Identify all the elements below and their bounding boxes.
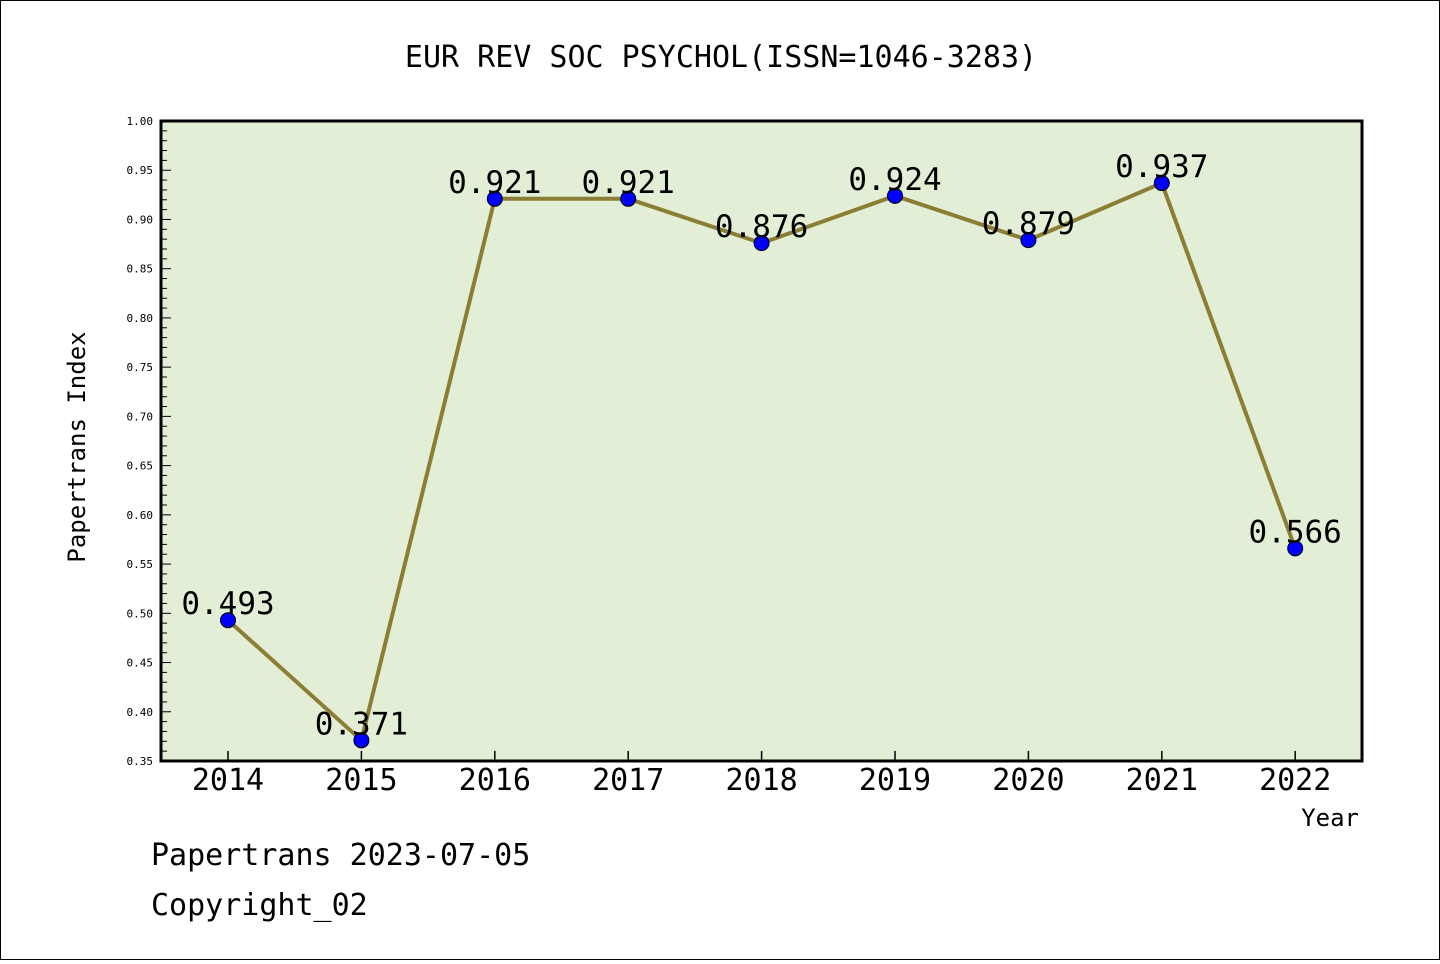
y-axis-label: Papertrans Index	[63, 331, 91, 562]
footer-date: Papertrans 2023-07-05	[151, 838, 530, 873]
plot-area	[159, 119, 1364, 763]
y-tick-label: 0.90	[127, 213, 154, 226]
y-tick-label: 0.55	[127, 558, 154, 571]
x-tick-label: 2015	[325, 763, 397, 798]
series-layer: 0.493 0.371 0.921 0.921 0.876 0.924 0.879 0.937…	[181, 149, 1342, 749]
data-label: 0.493	[181, 586, 274, 622]
data-label: 0.921	[582, 165, 675, 201]
data-point	[753, 235, 770, 252]
x-tick-label: 2017	[592, 763, 664, 798]
y-tick-label: 0.50	[127, 607, 154, 620]
x-axis: 2014 2015 2016 2017 2018 2019 2020 2021 2022	[192, 751, 1331, 798]
y-tick-label: 0.70	[127, 410, 154, 423]
y-tick-label: 0.65	[127, 460, 154, 473]
data-point	[353, 732, 370, 749]
data-label: 0.921	[448, 165, 541, 201]
data-point	[1287, 540, 1304, 557]
data-label: 0.566	[1249, 514, 1342, 550]
y-tick-label: 0.75	[127, 361, 154, 374]
data-label: 0.879	[982, 206, 1075, 242]
x-tick-label: 2016	[459, 763, 531, 798]
x-axis-label: Year	[1301, 804, 1359, 832]
x-tick-label: 2021	[1126, 763, 1198, 798]
data-label: 0.371	[315, 706, 408, 742]
footer-copyright: Copyright_02	[151, 888, 368, 923]
y-tick-label: 0.35	[127, 755, 154, 768]
x-tick-label: 2019	[859, 763, 931, 798]
y-tick-label: 0.95	[127, 164, 154, 177]
data-point	[220, 612, 236, 629]
data-label: 0.876	[715, 209, 808, 245]
data-point	[486, 190, 503, 207]
y-tick-label: 1.00	[127, 115, 154, 128]
y-tick-label: 0.80	[127, 312, 154, 325]
y-tick-label: 0.45	[127, 657, 154, 670]
chart-title: EUR REV SOC PSYCHOL(ISSN=1046-3283)	[405, 40, 1037, 75]
data-label: 0.937	[1115, 149, 1208, 185]
data-point	[1020, 232, 1037, 249]
y-tick-label: 0.85	[127, 263, 154, 276]
x-tick-label: 2020	[992, 763, 1064, 798]
data-point	[887, 187, 903, 204]
data-point	[620, 190, 637, 207]
data-label: 0.924	[848, 162, 941, 198]
x-tick-label: 2018	[725, 763, 797, 798]
x-tick-label: 2014	[192, 763, 264, 798]
x-tick-label: 2022	[1259, 763, 1331, 798]
y-tick-label: 0.60	[127, 509, 154, 522]
y-tick-label: 0.40	[127, 706, 154, 719]
y-axis: 0.35 0.40 0.45 0.50 0.55 0.60 0.65 0.70 0.75 0.80…	[127, 115, 171, 768]
data-point	[1153, 175, 1170, 192]
